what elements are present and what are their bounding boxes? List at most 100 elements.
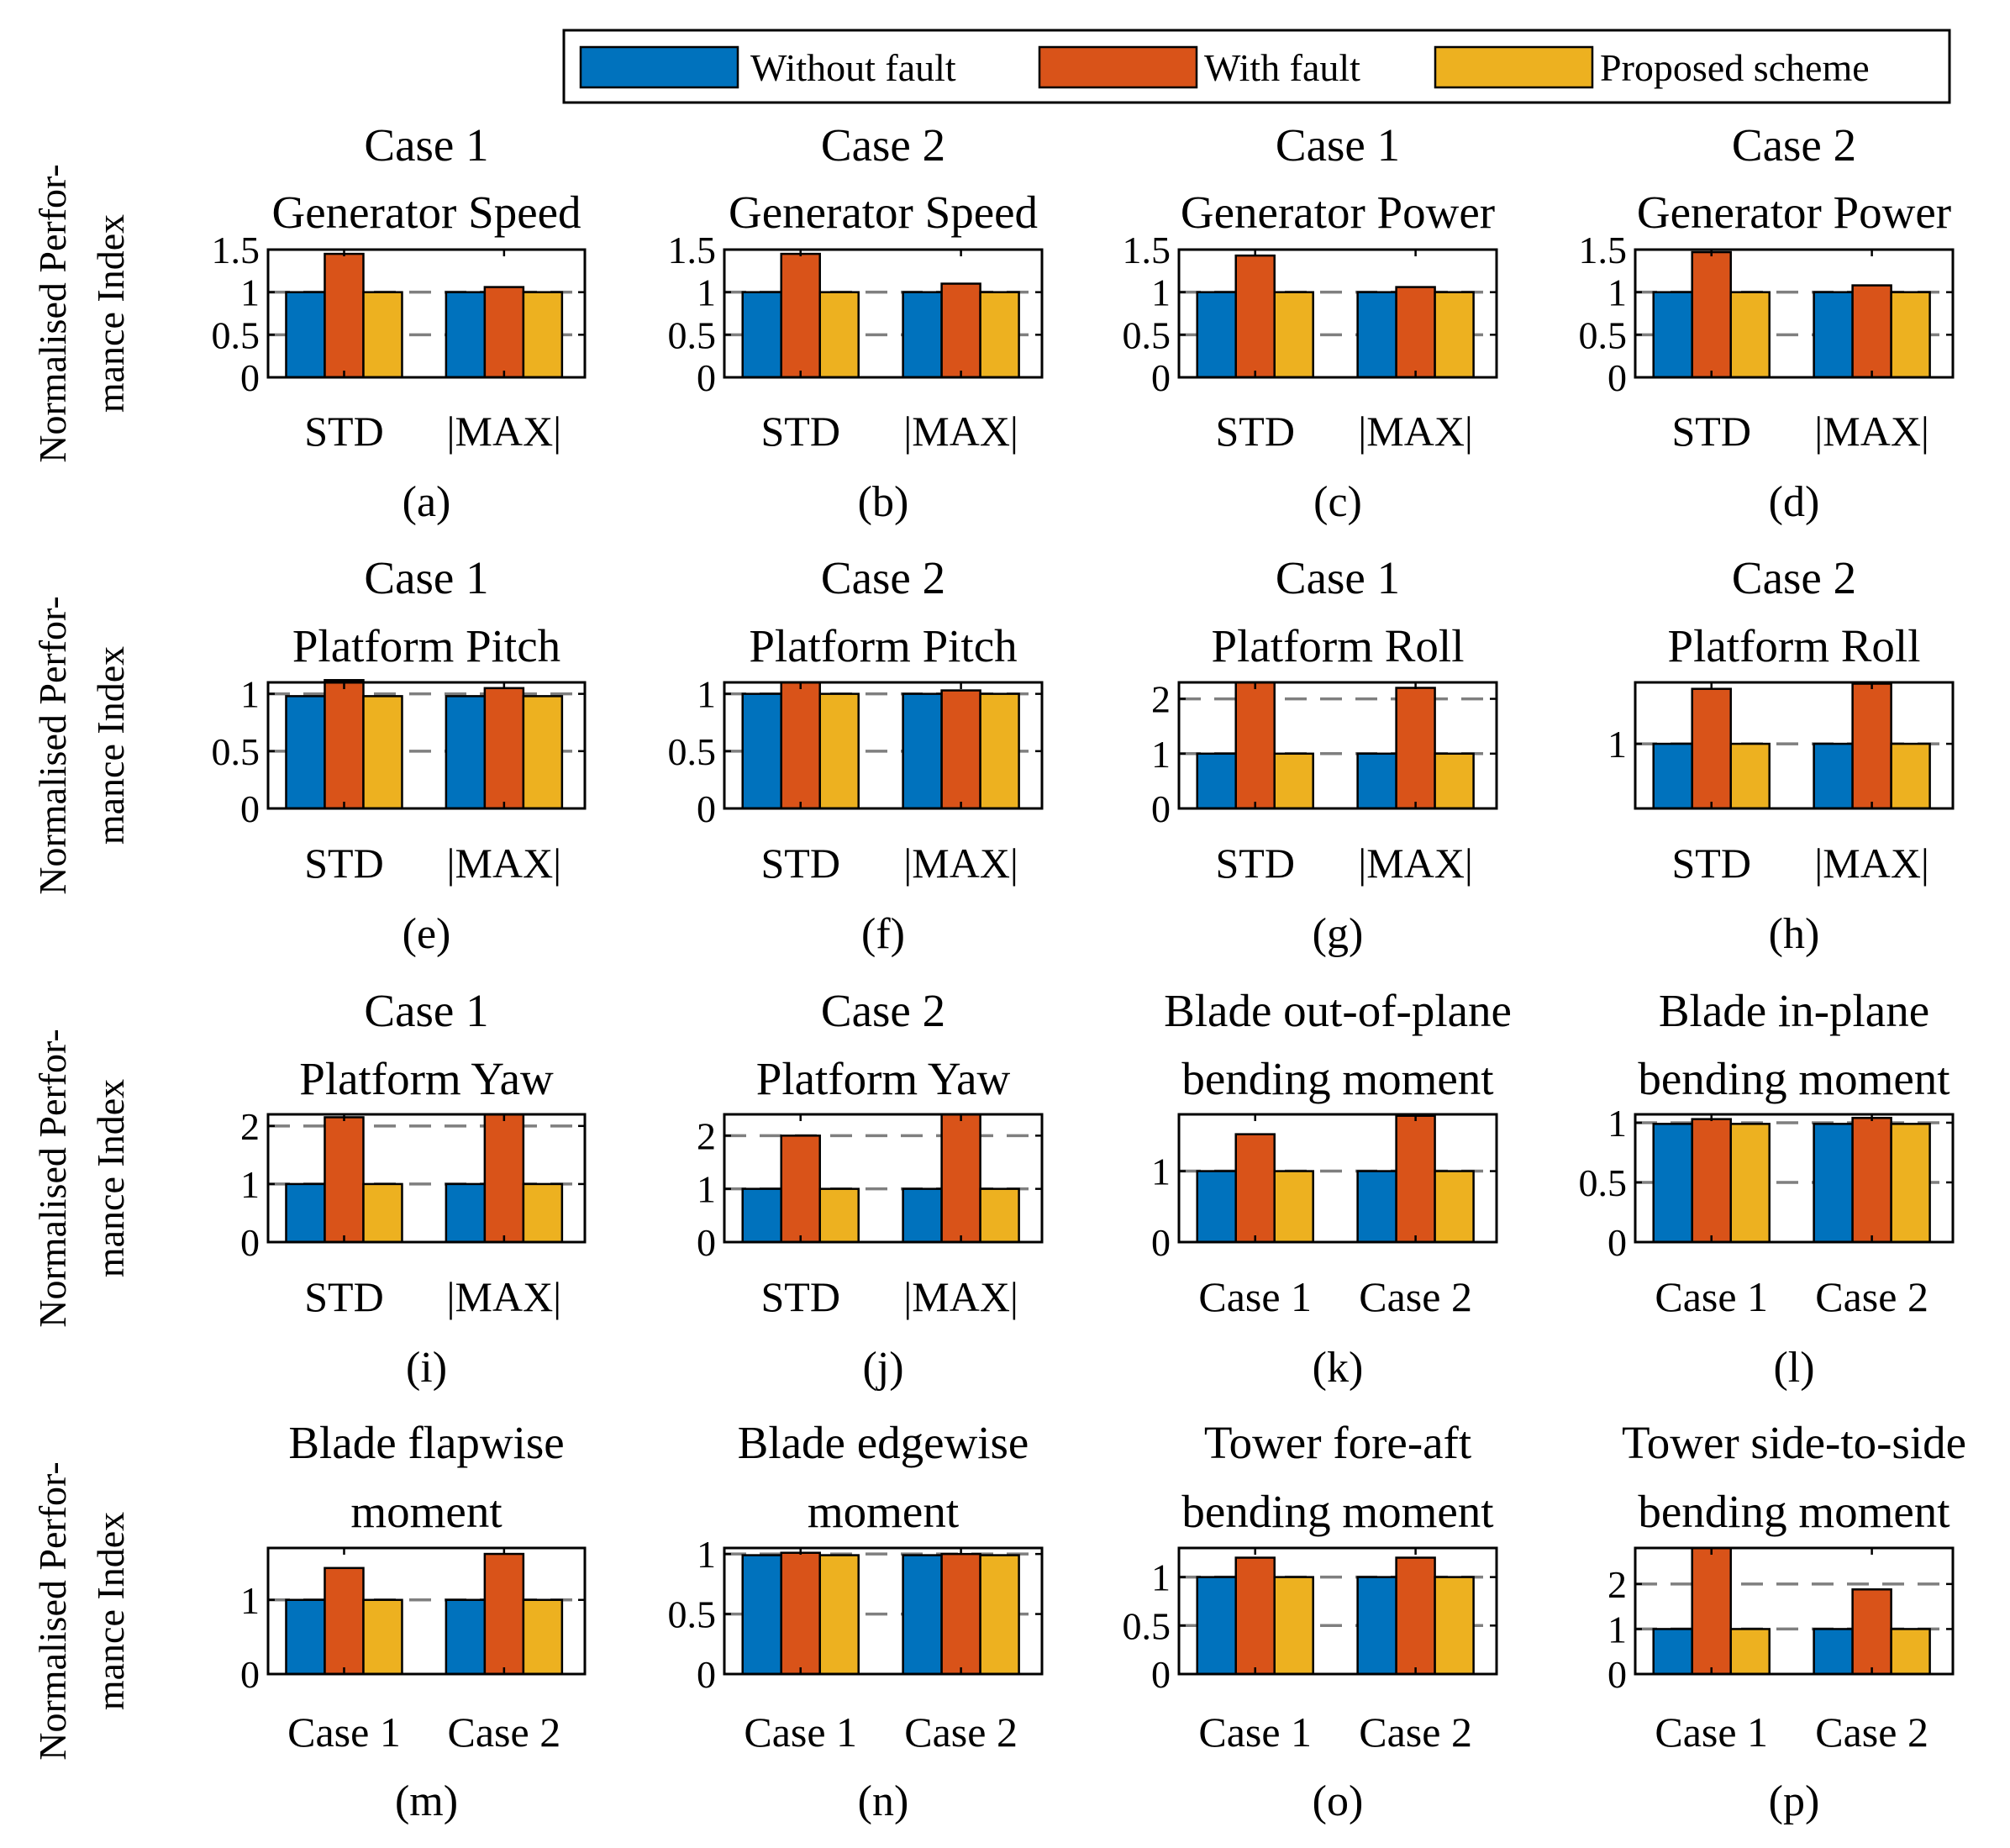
y-tick-label: 0.5 xyxy=(1579,1161,1628,1204)
bar xyxy=(1395,1556,1436,1676)
x-tick-label: STD xyxy=(304,1273,383,1320)
subfigure-tag: (a) xyxy=(403,478,451,526)
chart-panel: 0 0.5 1 STD |MAX| Case 2 Platform Pitch (f) xyxy=(668,552,1044,958)
bar xyxy=(780,1135,821,1244)
bar xyxy=(324,1116,365,1244)
bar xyxy=(1273,752,1314,810)
bar xyxy=(445,291,487,379)
x-tick-label: |MAX| xyxy=(903,408,1018,455)
bar xyxy=(1813,1123,1854,1244)
legend-swatch xyxy=(1038,45,1198,89)
chart-panel: 0 0.5 1 STD |MAX| Case 1 Platform Pitch (e) xyxy=(212,552,587,958)
bar xyxy=(1234,681,1276,810)
y-tick-label: 0.5 xyxy=(668,1593,717,1636)
bar xyxy=(1234,254,1276,379)
bar xyxy=(741,692,782,810)
chart-panel: 0 0.5 1 Case 1 Case 2 Blade edgewise moment (n) xyxy=(668,1417,1044,1825)
bar xyxy=(1851,1117,1892,1244)
x-tick-label: STD xyxy=(304,840,383,887)
y-tick-label: 0 xyxy=(1151,1221,1171,1264)
y-tick-label: 1 xyxy=(1151,271,1171,314)
bar xyxy=(324,252,365,379)
y-tick-label: 1 xyxy=(697,271,716,314)
axes-frame xyxy=(1177,248,1498,379)
y-tick-label: 0 xyxy=(697,1221,716,1264)
chart-title: Blade flapwise xyxy=(288,1417,564,1468)
y-tick-label: 0 xyxy=(697,356,716,399)
x-tick-label: STD xyxy=(304,408,383,455)
chart-panel: 00.511.5 STD |MAX| Case 1 Generator Speed (a) xyxy=(212,119,587,526)
chart-title: Case 1 xyxy=(364,119,488,171)
bar xyxy=(1273,1576,1314,1676)
bar xyxy=(1813,291,1854,379)
chart-panel: 0 0.5 1 Case 1 Case 2 Tower fore-aft bending m… xyxy=(1123,1417,1498,1825)
y-tick-label: 0 xyxy=(1151,787,1171,830)
bar xyxy=(1395,286,1436,379)
y-tick-label: 1 xyxy=(1607,1608,1627,1651)
x-tick-label: |MAX| xyxy=(1814,408,1929,455)
bar xyxy=(362,1598,403,1676)
bar xyxy=(285,291,326,379)
bar xyxy=(1273,291,1314,379)
subfigure-tag: (d) xyxy=(1769,478,1820,526)
x-tick-label: Case 1 xyxy=(1198,1273,1312,1320)
x-tick-label: Case 1 xyxy=(744,1708,857,1756)
y-tick-label: 0 xyxy=(240,1653,260,1696)
bar xyxy=(522,1182,564,1244)
subfigure-tag: (n) xyxy=(858,1777,909,1825)
bar xyxy=(1691,250,1732,379)
axes-frame xyxy=(723,1546,1044,1676)
chart-panel: 0 1 Case 1 Case 2 Blade flapwise moment (m) xyxy=(240,1417,587,1825)
chart-title: bending moment xyxy=(1181,1053,1493,1104)
y-axis-label: Normalised Perfor-mance Index xyxy=(31,596,132,894)
bar xyxy=(741,1187,782,1244)
chart-title: Case 2 xyxy=(821,552,945,603)
y-tick-label: 0.5 xyxy=(668,313,717,356)
legend-label: With fault xyxy=(1204,46,1360,89)
y-tick-label: 0 xyxy=(697,787,716,830)
bar xyxy=(483,687,525,810)
chart-title: Case 1 xyxy=(1276,552,1400,603)
bar xyxy=(979,692,1020,810)
subfigure-tag: (c) xyxy=(1313,478,1362,526)
y-tick-label: 0 xyxy=(1607,356,1627,399)
chart-title: bending moment xyxy=(1638,1486,1949,1537)
x-tick-label: Case 1 xyxy=(1655,1708,1768,1756)
chart-title: Platform Yaw xyxy=(299,1053,554,1104)
bar xyxy=(1813,742,1854,810)
x-tick-label: |MAX| xyxy=(447,840,562,887)
y-axis-label-line: mance Index xyxy=(89,646,132,845)
chart-title: bending moment xyxy=(1181,1486,1493,1537)
x-tick-label: Case 2 xyxy=(1359,1708,1472,1756)
y-tick-label: 0.5 xyxy=(1123,313,1171,356)
y-tick-label: 2 xyxy=(1151,678,1171,721)
legend: Without fault With fault Proposed scheme xyxy=(562,29,1951,104)
axes-frame xyxy=(1634,681,1955,810)
y-tick-label: 0 xyxy=(1607,1653,1627,1696)
chart-title: Platform Yaw xyxy=(756,1053,1011,1104)
bar xyxy=(285,1598,326,1676)
chart-title: bending moment xyxy=(1638,1053,1949,1104)
bar xyxy=(1890,742,1931,810)
axes-frame xyxy=(1634,1113,1955,1244)
y-tick-label: 0 xyxy=(240,787,260,830)
y-axis-label: Normalised Perfor-mance Index xyxy=(31,164,132,462)
chart-title: Case 2 xyxy=(821,119,945,171)
bar xyxy=(1652,291,1693,379)
bar xyxy=(324,1566,365,1676)
y-tick-label: 1 xyxy=(1607,1102,1627,1145)
chart-title: Case 1 xyxy=(364,985,488,1036)
x-tick-label: |MAX| xyxy=(447,1273,562,1320)
bar xyxy=(1652,742,1693,810)
bar xyxy=(1434,1576,1475,1676)
y-tick-label: 1 xyxy=(1151,1556,1171,1599)
chart-panel: 012 Case 1 Case 2 Tower side-to-side bending… xyxy=(1607,1417,1966,1825)
legend-box xyxy=(562,29,1951,104)
bar xyxy=(285,1182,326,1244)
x-tick-label: Case 2 xyxy=(904,1708,1018,1756)
chart-title: Case 1 xyxy=(1276,119,1400,171)
bar xyxy=(1356,1170,1397,1244)
bar xyxy=(445,1598,487,1676)
bar xyxy=(285,695,326,810)
